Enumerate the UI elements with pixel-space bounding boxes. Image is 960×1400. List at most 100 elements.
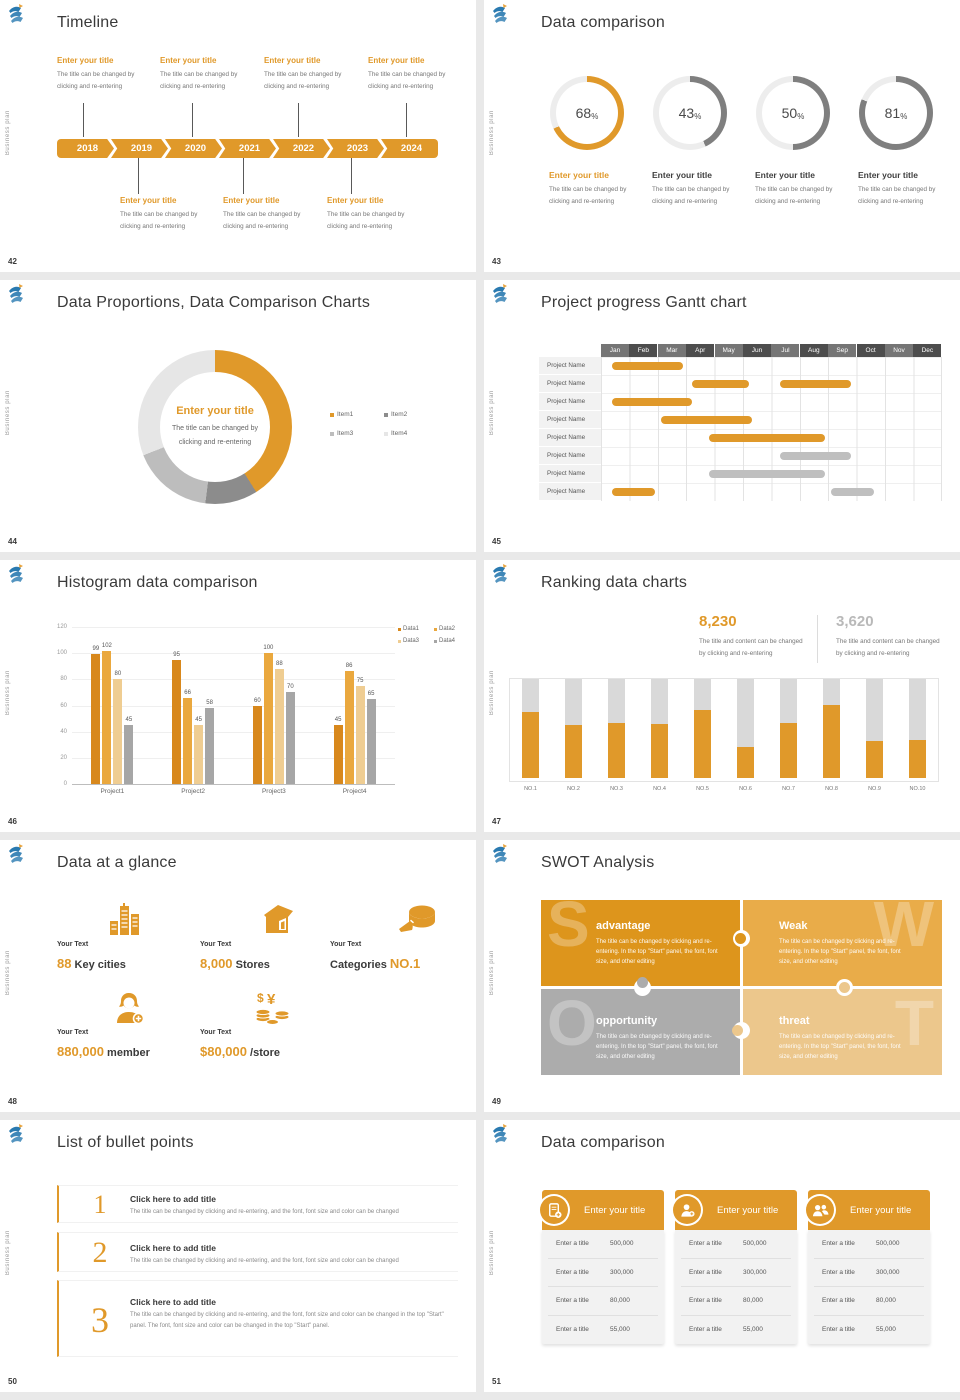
swot-body: The title can be changed by clicking and… (779, 939, 901, 966)
ring-value: 43% (678, 105, 702, 121)
y-tick-label: 40 (60, 728, 67, 735)
row-value: 80,000 (876, 1297, 896, 1305)
slide-43-data-comparison[interactable]: Business plan Data comparison 43 68% Ente… (484, 0, 960, 272)
gridline (72, 627, 395, 628)
swot-body: The title can be changed by clicking and… (596, 939, 718, 966)
gantt-month: May (714, 344, 743, 357)
slide-content: 1 Click here to add title The title can be… (0, 1120, 476, 1392)
legend: Data1 Data2 Data3 Data4 (398, 626, 470, 644)
row-value: 300,000 (610, 1268, 634, 1276)
bullet-body: The title can be changed by clicking and… (130, 1209, 399, 1215)
stat-label: Your Text (200, 1029, 232, 1036)
page-number: 51 (492, 1377, 501, 1386)
bar (333, 725, 343, 784)
brand-logo-icon (492, 284, 507, 305)
gantt-month: Sep (828, 344, 857, 357)
progress-ring: 68% (550, 76, 624, 150)
stat-label: Your Text (57, 941, 89, 948)
gantt-row-label: Project Name (539, 375, 601, 392)
legend-marker (398, 627, 401, 631)
slide-46-histogram[interactable]: Business plan Histogram data comparison … (0, 560, 476, 832)
bar-value-label: 102 (101, 642, 112, 649)
gantt-month: Jan (601, 344, 629, 357)
page-number: 48 (8, 1097, 17, 1106)
comparison-card: Enter your title Enter a title 500,000 Ente… (804, 1190, 930, 1345)
slide-content: 0 20 40 60 80 100 120 Project1 99 102 80 45 Project2… (0, 560, 476, 832)
row-value: 300,000 (743, 1268, 767, 1276)
connector-line (351, 158, 352, 194)
card-row: Enter a title 300,000 (681, 1259, 791, 1287)
slide-44-donut[interactable]: Business plan Data Proportions, Data Com… (0, 280, 476, 552)
bullet-number: 2 (92, 1236, 108, 1269)
x-tick-label: NO.3 (610, 786, 623, 792)
svg-text:$: $ (257, 991, 264, 1005)
brand-logo-icon (492, 4, 507, 25)
coins-icon: $ ¥ (252, 990, 292, 1027)
swot-title: Weak (779, 920, 808, 932)
legend-item: Data1 (398, 626, 434, 632)
gantt-month: Apr (686, 344, 715, 357)
connector-line (83, 103, 84, 137)
row-value: 55,000 (610, 1326, 630, 1334)
ring-body: The title can be changed by clicking and … (858, 186, 936, 205)
bar (780, 723, 797, 778)
row-value: 80,000 (610, 1297, 630, 1305)
y-tick-label: 60 (60, 702, 67, 709)
swot-cell-Weak: W Weak The title can be changed by clickin… (743, 900, 942, 986)
gantt-month: Feb (629, 344, 658, 357)
card-row: Enter a title 55,000 (814, 1316, 924, 1345)
bar (565, 725, 582, 778)
x-tick-label: NO.9 (868, 786, 881, 792)
member-icon (110, 990, 150, 1027)
slide-content: Enter your title The title can be changed… (0, 0, 476, 272)
slide-51-comparison[interactable]: Business plan Data comparison 51 Enter y… (484, 1120, 960, 1392)
timeline-item-body: clicking and re-entering (223, 222, 289, 230)
page-number: 49 (492, 1097, 501, 1106)
bullet-title: Click here to add title (130, 1243, 216, 1253)
slide-45-gantt[interactable]: Business plan Project progress Gantt cha… (484, 280, 960, 552)
card-title: Enter your title (850, 1204, 912, 1216)
card-row: Enter a title 500,000 (548, 1230, 658, 1259)
gantt-month: Aug (799, 344, 828, 357)
slide-47-ranking[interactable]: Business plan Ranking data charts 47 8,2… (484, 560, 960, 832)
bar (285, 692, 295, 784)
timeline-item: Enter your title The title can be changed… (120, 196, 220, 233)
legend-marker (398, 639, 401, 643)
bullet-body: The title can be changed by clicking and… (130, 1312, 444, 1330)
gantt-bar (612, 362, 684, 370)
legend: Item1 Item2 Item3 Item4 (330, 411, 438, 437)
person-plus-icon (673, 1196, 701, 1224)
row-value: 300,000 (876, 1268, 900, 1276)
ring-body: The title can be changed by clicking and … (652, 186, 730, 205)
timeline-item-body: clicking and re-entering (160, 82, 226, 90)
x-tick-label: Project4 (342, 788, 367, 795)
page-title: Data Proportions, Data Comparison Charts (57, 294, 371, 311)
timeline-item-body: clicking and re-entering (120, 222, 186, 230)
row-value: 500,000 (610, 1240, 634, 1248)
donut-center-body: clicking and re-entering (178, 438, 252, 446)
page-number: 42 (8, 257, 17, 266)
swot-title: opportunity (596, 1015, 658, 1027)
timeline-item-body: clicking and re-entering (368, 82, 434, 90)
brand-logo-icon (8, 564, 23, 585)
slide-48-data-glance[interactable]: Business plan Data at a glance 48 Your T… (0, 840, 476, 1112)
x-tick-label: NO.2 (567, 786, 580, 792)
gantt-bar (708, 434, 826, 442)
timeline-item-title: Enter your title (368, 56, 425, 65)
page-title: Histogram data comparison (57, 574, 258, 591)
gantt-bar (660, 416, 752, 424)
slide-42-timeline[interactable]: Business plan Timeline 42 Enter your tit… (0, 0, 476, 272)
row-label: Enter a title (556, 1240, 589, 1248)
gantt-row-label: Project Name (539, 447, 601, 464)
swot-title: threat (779, 1015, 810, 1027)
row-label: Enter a title (689, 1326, 722, 1334)
connector-line (138, 158, 139, 194)
slide-50-bullets[interactable]: Business plan List of bullet points 50 1… (0, 1120, 476, 1392)
ring-title: Enter your title (549, 170, 609, 180)
bar (522, 712, 539, 778)
stat-value: 8,000 Stores (200, 955, 270, 973)
timeline-item-body: clicking and re-entering (57, 82, 123, 90)
timeline-item: Enter your title The title can be changed… (327, 196, 427, 233)
